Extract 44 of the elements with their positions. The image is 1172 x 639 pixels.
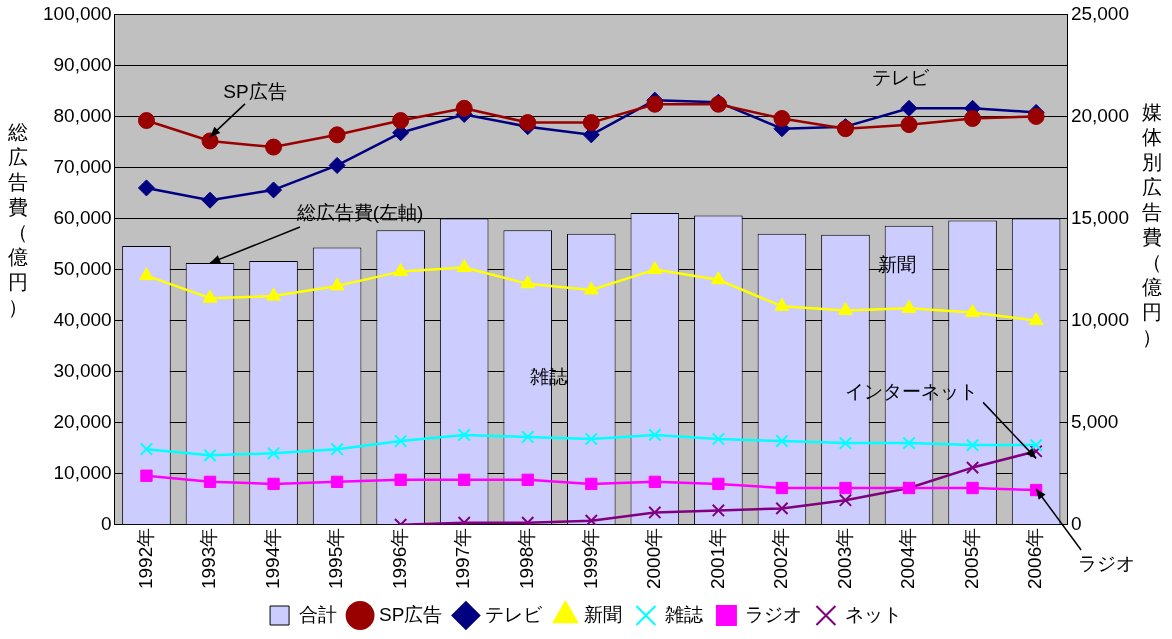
y-tick-label: 10,000	[53, 461, 112, 483]
x-tick-label: 1998年	[515, 527, 537, 590]
y-tick-label: 80,000	[53, 104, 112, 126]
y-tick-label: 70,000	[53, 155, 112, 177]
x-tick-label: 1993年	[198, 527, 220, 590]
y-tick-label: 60,000	[53, 206, 112, 228]
x-tick-label: 2006年	[1024, 527, 1046, 590]
y-axis-title: 総広告費（億円）	[7, 120, 29, 320]
x-tick-label: 1999年	[579, 527, 601, 590]
x-tick-label: 2001年	[706, 527, 728, 590]
y2-tick-label: 20,000	[1070, 104, 1130, 126]
legend-label: 新聞	[584, 603, 623, 625]
x-tick-label: 2003年	[833, 527, 855, 590]
x-tick-label: 1994年	[261, 527, 283, 590]
x-tick-label: 1992年	[134, 527, 156, 590]
y-tick-label: 50,000	[53, 257, 112, 279]
y2-tick-label: 5,000	[1070, 410, 1119, 432]
y-tick-label: 90,000	[53, 53, 112, 75]
y2-tick-label: 15,000	[1070, 206, 1130, 228]
annotation: SP広告	[223, 79, 287, 104]
y-tick-label: 20,000	[53, 410, 112, 432]
legend-label: SP広告	[379, 603, 443, 625]
y-tick-label: 40,000	[53, 308, 112, 330]
legend-label: ネット	[844, 603, 902, 625]
legend-label: テレビ	[484, 603, 543, 625]
x-tick-label: 2005年	[960, 527, 982, 590]
x-tick-label: 1997年	[452, 527, 474, 590]
x-tick-label: 2000年	[643, 527, 665, 590]
legend-label: 雑誌	[664, 603, 703, 625]
y2-tick-label: 10,000	[1070, 308, 1130, 330]
legend-label: ラジオ	[745, 603, 803, 625]
y-tick-label: 30,000	[53, 359, 112, 381]
legend-label: 合計	[298, 603, 337, 625]
x-tick-label: 2004年	[897, 527, 919, 590]
x-tick-label: 2002年	[770, 527, 792, 590]
y2-tick-label: 0	[1070, 512, 1082, 534]
x-tick-label: 1995年	[325, 527, 347, 590]
annotation: ラジオ	[1077, 552, 1135, 576]
y2-tick-label: 25,000	[1070, 2, 1130, 24]
annotation: テレビ	[871, 66, 929, 90]
x-tick-label: 1996年	[388, 527, 410, 590]
y-tick-label: 0	[101, 512, 112, 534]
text: 媒体別広告費（億円）	[1142, 101, 1162, 348]
y-tick-label: 100,000	[42, 2, 112, 24]
